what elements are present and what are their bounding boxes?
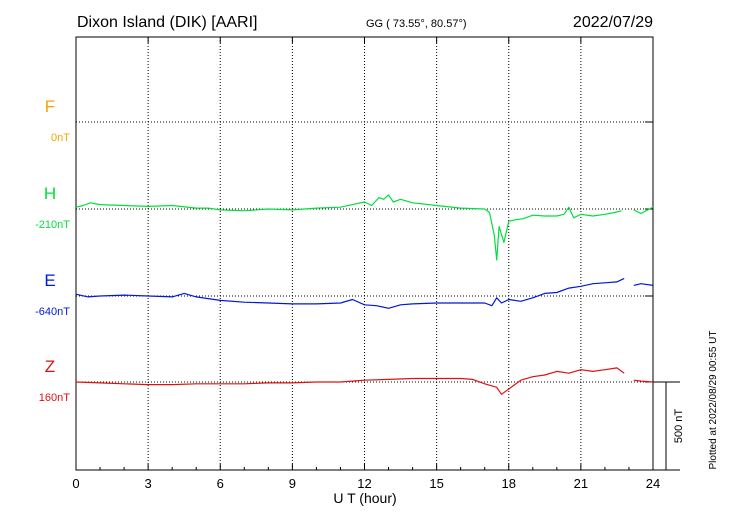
x-tick-label: 3 <box>145 476 152 491</box>
series-group <box>75 194 654 395</box>
x-tick-label: 21 <box>574 476 588 491</box>
series-baseline-z: 160nT <box>39 392 70 404</box>
series-name-e: E <box>44 271 55 290</box>
series-name-f: F <box>45 97 55 116</box>
series-line-e-1 <box>633 283 654 286</box>
plotted-at-note: Plotted at 2022/08/29 00:55 UT <box>708 331 719 470</box>
series-line-z-0 <box>75 367 625 395</box>
grid <box>76 37 653 470</box>
series-labels: F 0nT H -210nT E -640nT Z 160nT <box>35 97 70 404</box>
scale-bar-label: 500 nT <box>673 409 685 444</box>
coordinates-label: GG ( 73.55°, 80.57°) <box>366 18 467 30</box>
x-tick-label: 0 <box>72 476 79 491</box>
date-label: 2022/07/29 <box>573 14 653 31</box>
x-tick-label: 12 <box>357 476 371 491</box>
series-baseline-h: -210nT <box>35 219 70 231</box>
x-tick-label: 24 <box>646 476 660 491</box>
x-axis-title: U T (hour) <box>333 490 396 506</box>
series-line-z-1 <box>633 379 654 383</box>
series-line-h-0 <box>75 194 622 261</box>
series-name-z: Z <box>45 357 55 376</box>
x-tick-label: 9 <box>289 476 296 491</box>
station-title: Dixon Island (DIK) [AARI] <box>77 14 258 31</box>
x-tick-label: 18 <box>502 476 516 491</box>
x-tick-label: 15 <box>429 476 443 491</box>
series-line-h-1 <box>633 206 654 214</box>
x-tick-label: 6 <box>217 476 224 491</box>
series-baseline-f: 0nT <box>51 132 70 144</box>
x-ticks: 0 3 6 9 12 15 18 21 24 <box>72 37 660 491</box>
scale-bar: 500 nT <box>653 381 685 471</box>
series-baseline-e: -640nT <box>35 306 70 318</box>
series-name-h: H <box>44 184 56 203</box>
series-line-e-0 <box>75 277 625 309</box>
